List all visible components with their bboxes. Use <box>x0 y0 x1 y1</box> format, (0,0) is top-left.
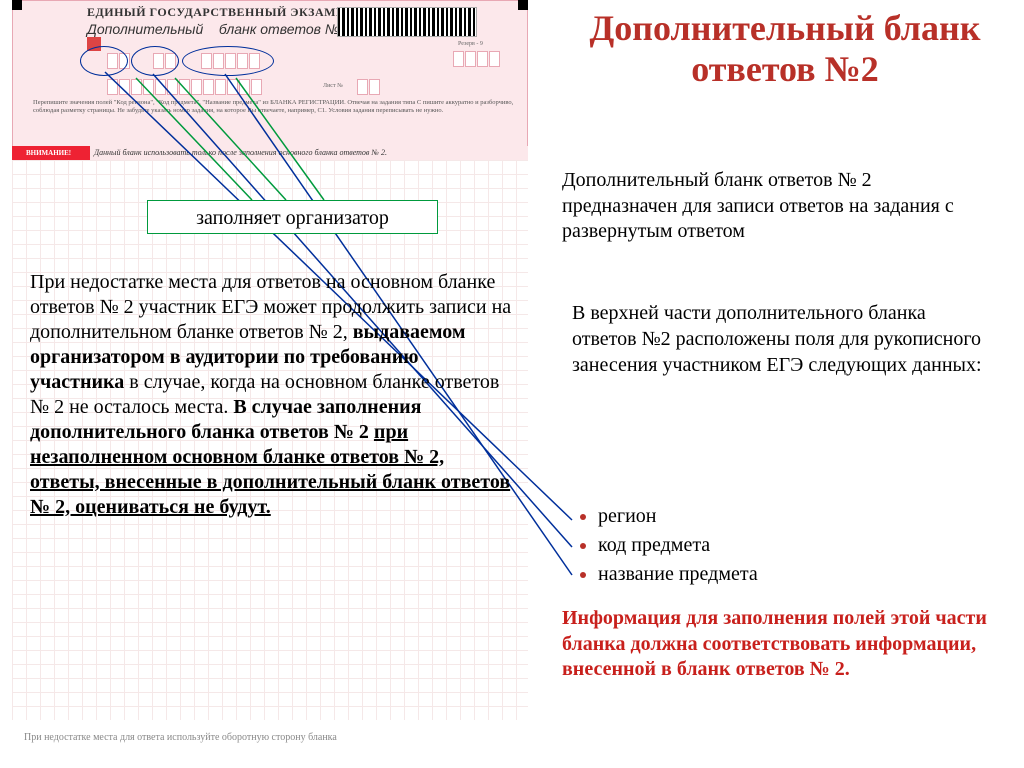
attention-banner: Данный бланк использовать только после з… <box>12 146 528 160</box>
page-title: Дополнительный бланк ответов №2 <box>560 8 1010 91</box>
reserve-label: Резерв - 9 <box>458 41 483 47</box>
field-list <box>357 79 380 95</box>
fields-paragraph: В верхней части дополнительного бланка о… <box>572 300 992 378</box>
left-paragraph: При недостатке места для ответов на осно… <box>30 270 514 520</box>
form-title: ЕДИНЫЙ ГОСУДАРСТВЕННЫЙ ЭКЗАМЕН - <box>87 5 362 20</box>
bullet-name: название предмета <box>598 560 996 589</box>
field-list: регион код предмета название предмета <box>576 502 996 589</box>
form-header: ЕДИНЫЙ ГОСУДАРСТВЕННЫЙ ЭКЗАМЕН - Дополни… <box>12 0 528 160</box>
ellipse-region <box>80 46 128 76</box>
organizer-box: заполняет организатор <box>147 200 438 234</box>
field-reserve <box>453 51 500 67</box>
barcode <box>337 7 477 37</box>
bullet-code: код предмета <box>598 531 996 560</box>
bullet-region: регион <box>598 502 996 531</box>
form-instructions: Перепишите значения полей "Код региона",… <box>33 99 523 115</box>
field-extra <box>107 79 262 95</box>
intro-paragraph: Дополнительный бланк ответов № 2 предназ… <box>562 168 982 245</box>
list-label: Лист № <box>323 83 343 89</box>
form-footer-note: При недостатке места для ответа использу… <box>24 732 337 743</box>
form-subtitle: Дополнительный бланк ответов №2 <box>87 21 348 37</box>
ellipse-name <box>182 46 274 76</box>
ellipse-code <box>131 46 179 76</box>
warning-paragraph: Информация для заполнения полей этой час… <box>562 606 1002 683</box>
